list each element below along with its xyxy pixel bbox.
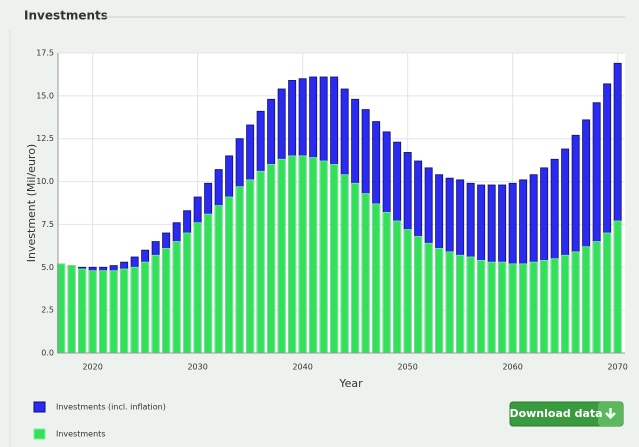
bar [78,268,87,354]
bar [193,222,202,354]
bar [382,212,391,354]
bar [109,270,118,354]
y-tick-label: 10.0 [36,177,54,186]
bar [361,193,370,354]
bar [393,220,402,354]
bar [214,205,223,354]
bar [67,265,76,354]
bar [309,157,318,354]
bar [267,164,276,354]
bar [57,263,66,354]
bar [351,182,360,354]
y-tick-label: 5.0 [41,263,54,272]
bar [519,263,528,354]
bar [435,248,444,354]
bar [613,220,622,354]
bar [204,213,213,354]
bar [456,254,465,354]
bar [403,229,412,354]
x-tick-label: 2030 [187,363,207,372]
y-tick-label: 0.0 [41,349,54,358]
x-axis-label: Year [338,377,363,390]
bar [141,261,150,354]
button-label[interactable]: Download data [509,407,602,420]
bar [445,251,454,354]
bar [225,196,234,354]
legend-label: Investments (incl. inflation) [56,403,166,412]
y-axis-label: Investment (Mil/euro) [25,144,38,262]
bar [288,155,297,354]
bar [162,248,171,354]
y-tick-label: 12.5 [36,134,54,143]
bar [99,270,108,354]
bar [487,261,496,354]
download-button[interactable]: Download data [509,401,624,427]
bar [477,260,486,354]
bar [424,242,433,354]
legend-swatch [33,401,46,413]
bar [330,164,339,354]
bar [246,179,255,354]
bar [508,263,517,354]
y-tick-label: 7.5 [41,220,54,229]
x-tick-label: 2050 [397,363,417,372]
bar [571,251,580,354]
bar [529,261,538,354]
bar [466,256,475,354]
bar [256,170,265,354]
bar [372,203,381,354]
legend-label: Investments [56,430,105,439]
x-tick-label: 2060 [502,363,522,372]
x-tick-label: 2070 [607,363,627,372]
bar [298,155,307,354]
bar [172,241,181,354]
bar [120,268,129,354]
bar [277,158,286,354]
bar [603,232,612,354]
bar [130,266,139,354]
bar [540,260,549,354]
bar [592,241,601,354]
bar [88,270,97,354]
bar [319,160,328,354]
bar [183,232,192,354]
x-tick-label: 2020 [82,363,102,372]
bar [235,186,244,354]
section-title: Investments [24,9,108,23]
bar [498,261,507,354]
bar [151,254,160,354]
y-tick-label: 2.5 [41,306,54,315]
bar [550,258,559,354]
bar [414,236,423,354]
y-tick-label: 17.5 [36,49,54,58]
bar [561,254,570,354]
y-tick-label: 15.0 [36,91,54,100]
bar [340,174,349,354]
bar [582,246,591,354]
download-icon[interactable] [605,408,616,420]
legend-swatch [33,428,46,440]
x-tick-label: 2040 [292,363,312,372]
